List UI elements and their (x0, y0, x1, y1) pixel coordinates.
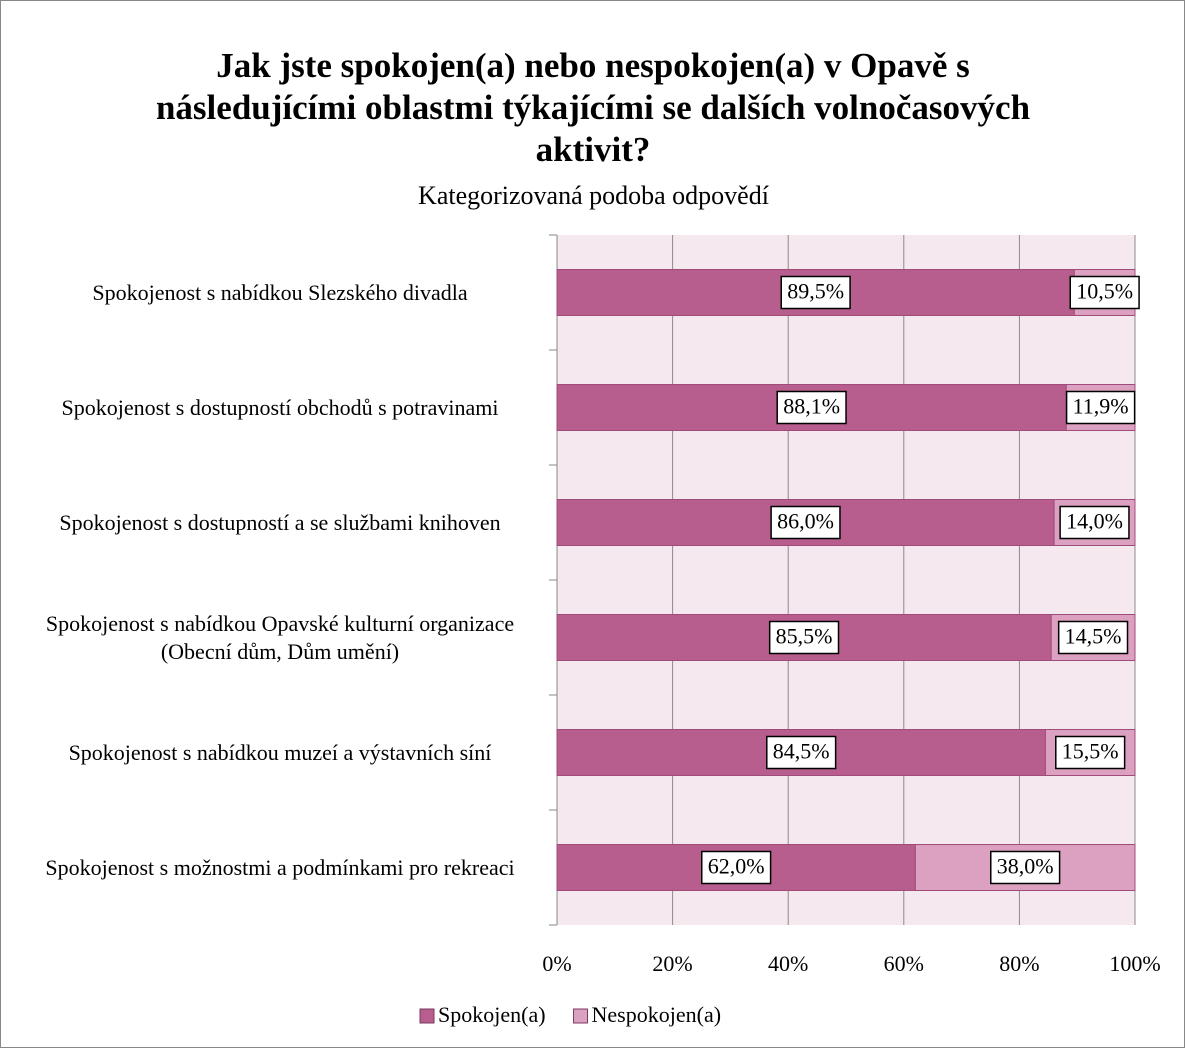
data-label-box (1057, 620, 1129, 655)
y-tick-label: Spokojenost s možnostmi a podmínkami pro… (45, 854, 515, 880)
chart-subtitle: Kategorizovaná podoba odpovědí (418, 181, 769, 210)
data-label-box (1059, 505, 1130, 540)
data-label-box (1069, 275, 1140, 310)
y-tick-label: Spokojenost s dostupností obchodů s potr… (61, 394, 499, 420)
data-label: 10,5% (1076, 279, 1133, 304)
x-tick-label: 60% (884, 951, 924, 976)
x-tick-label: 80% (999, 951, 1039, 976)
data-label: 85,5% (776, 624, 833, 649)
data-label: 38,0% (997, 854, 1054, 879)
plot-area (557, 235, 1135, 925)
data-label: 14,0% (1066, 509, 1123, 534)
x-tick-label: 20% (652, 951, 692, 976)
x-tick-label: 100% (1109, 951, 1160, 976)
y-tick-label: Spokojenost s nabídkou Slezského divadla (92, 279, 468, 305)
y-tick-label: Spokojenost s dostupností a se službami … (59, 509, 501, 535)
y-tick-label: Spokojenost s nabídkou Opavské kulturní … (45, 610, 515, 664)
data-label-box (1065, 390, 1136, 425)
legend-swatch (419, 1008, 435, 1024)
y-tick-label: Spokojenost s nabídkou muzeí a výstavníc… (68, 739, 492, 765)
data-label: 15,5% (1062, 739, 1119, 764)
data-label: 14,5% (1065, 624, 1122, 649)
x-tick-label: 40% (768, 951, 808, 976)
data-label: 84,5% (773, 739, 830, 764)
data-label-box (770, 505, 841, 540)
data-label-box (768, 620, 840, 655)
x-tick-label: 0% (542, 951, 571, 976)
chart-title: Jak jste spokojen(a) nebo nespokojen(a) … (155, 46, 1031, 169)
data-label-box (701, 850, 772, 885)
data-label-box (990, 850, 1061, 885)
legend-label: Nespokojen(a) (592, 1002, 722, 1027)
data-label: 86,0% (777, 509, 834, 534)
legend-swatch (573, 1008, 589, 1024)
data-label: 88,1% (783, 394, 840, 419)
data-label-box (776, 390, 847, 425)
data-label-box (780, 275, 851, 310)
data-label-box (1055, 735, 1126, 770)
data-label: 89,5% (787, 279, 844, 304)
legend-label: Spokojen(a) (438, 1002, 546, 1027)
data-label-box (766, 735, 837, 770)
data-label: 62,0% (708, 854, 765, 879)
data-label: 11,9% (1073, 394, 1129, 419)
